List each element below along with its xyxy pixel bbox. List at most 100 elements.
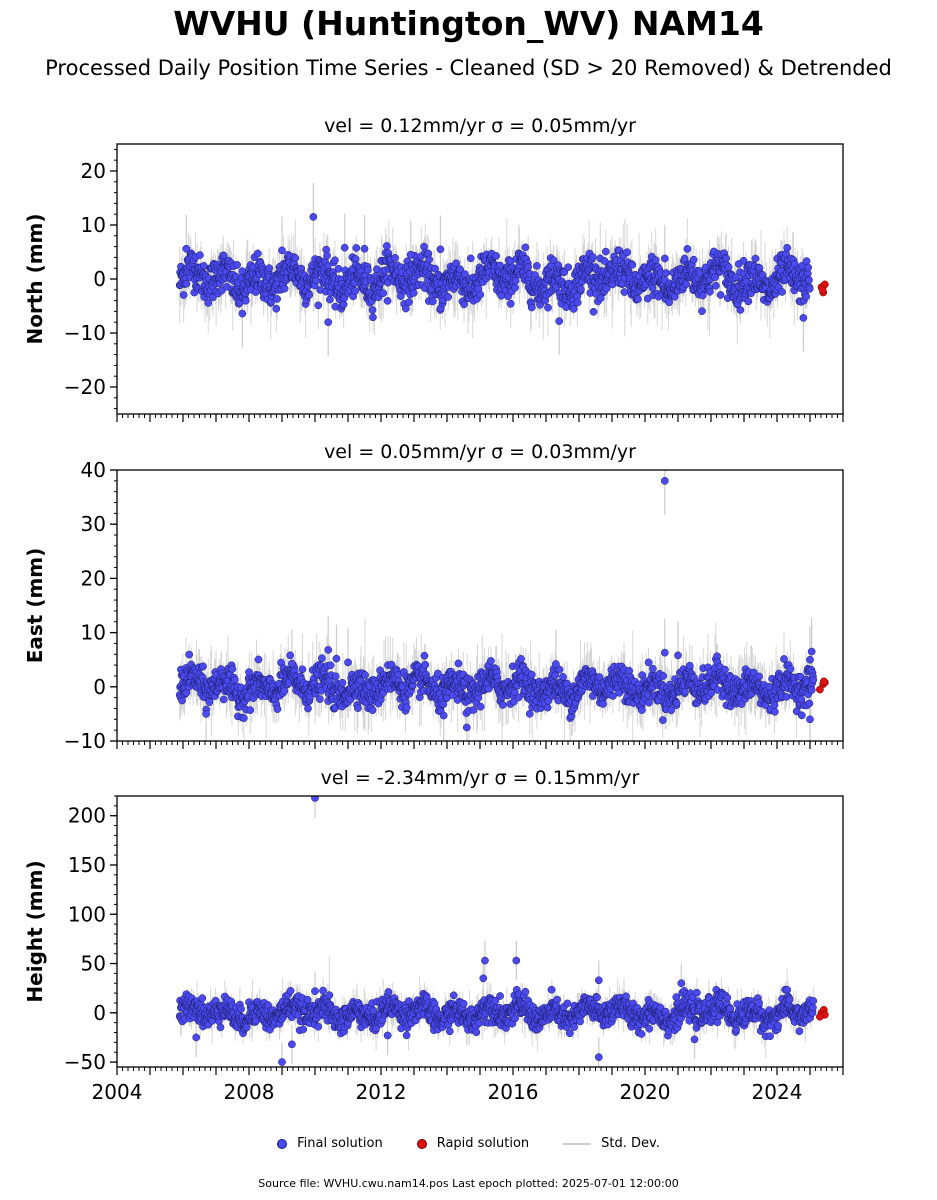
final-solution-point (316, 695, 324, 703)
final-solution-point (778, 288, 786, 296)
final-solution-point (456, 265, 464, 274)
final-solution-point (564, 263, 573, 272)
final-solution-point (721, 665, 729, 674)
final-solution-point (219, 695, 228, 704)
final-solution-point (724, 263, 733, 271)
final-solution-point (786, 664, 795, 673)
y-tick-label: 0 (93, 267, 106, 291)
final-solution-point (588, 253, 597, 261)
final-solution-point (402, 703, 411, 712)
final-solution-point (272, 304, 281, 313)
final-solution-point (460, 300, 468, 309)
final-solution-point (476, 290, 485, 299)
final-solution-point (799, 314, 808, 322)
figure-title: WVHU (Huntington_WV) NAM14 (173, 4, 764, 43)
final-solution-point (589, 307, 598, 316)
final-solution-point (685, 661, 694, 670)
final-solution-point (476, 702, 485, 711)
final-solution-point (644, 658, 653, 667)
final-solution-point (649, 664, 657, 673)
final-solution-point (428, 297, 437, 306)
final-solution-point (731, 273, 740, 282)
final-solution-point (521, 243, 530, 252)
final-solution-point (544, 303, 552, 312)
final-solution-point (318, 654, 326, 663)
final-solution-point (460, 270, 469, 278)
final-solution-point (351, 286, 359, 295)
final-solution-point (406, 250, 415, 259)
final-solution-point (363, 266, 372, 274)
final-solution-point (525, 709, 534, 718)
final-solution-point (323, 251, 331, 260)
final-solution-point (434, 669, 442, 678)
final-solution-point (452, 259, 460, 268)
final-solution-point (425, 255, 434, 264)
final-solution-point (573, 298, 582, 307)
final-solution-point (185, 650, 194, 659)
final-solution-point (771, 707, 779, 716)
final-solution-point (291, 254, 300, 262)
final-solution-point (711, 273, 719, 282)
final-solution-point (637, 706, 646, 714)
final-solution-point (326, 661, 335, 670)
final-solution-point (431, 264, 439, 273)
final-solution-point (273, 705, 282, 713)
final-solution-point (466, 254, 475, 263)
final-solution-point (804, 263, 813, 272)
final-solution-point (254, 655, 263, 664)
final-solution-point (805, 276, 813, 284)
final-solution-point (369, 313, 377, 322)
final-solution-point (549, 256, 558, 264)
final-solution-point (253, 249, 262, 258)
final-solution-point (672, 699, 681, 707)
final-solution-point (334, 264, 343, 273)
final-solution-point (592, 289, 600, 298)
final-solution-point (802, 257, 811, 265)
final-solution-point (770, 701, 779, 710)
final-solution-point (680, 254, 689, 263)
final-solution-point (436, 245, 445, 254)
final-solution-point (179, 291, 188, 299)
final-solution-point (569, 305, 578, 313)
final-solution-point (689, 255, 698, 264)
final-solution-point (559, 673, 567, 681)
panel-0: −20 −10 0 10 20 vel = 0.12mm/yr σ = 0.05mm/yr… (23, 115, 844, 422)
final-solution-point (620, 288, 629, 296)
final-solution-point (662, 269, 670, 277)
final-solution-point (228, 665, 237, 673)
final-solution-point (241, 296, 250, 305)
final-solution-point (648, 284, 657, 292)
final-solution-point (744, 297, 753, 306)
final-solution-point (712, 281, 720, 290)
final-solution-point (273, 295, 281, 303)
final-solution-point (182, 279, 191, 288)
rapid-solution-point (818, 285, 827, 294)
final-solution-point (555, 665, 564, 674)
final-solution-point (331, 672, 340, 681)
final-solution-point (339, 300, 348, 309)
final-solution-point (706, 287, 714, 296)
final-solution-point (511, 276, 520, 285)
final-solution-point (379, 289, 388, 298)
final-solution-point (524, 263, 533, 271)
final-solution-point (506, 299, 515, 308)
final-solution-point (230, 675, 239, 684)
final-solution-point (601, 247, 610, 256)
final-solution-point (280, 284, 289, 293)
final-solution-point (683, 245, 692, 253)
final-solution-point (595, 673, 604, 681)
panel-title: vel = 0.12mm/yr σ = 0.05mm/yr (324, 115, 636, 137)
y-tick-label: −20 (64, 375, 106, 399)
final-solution-point (498, 701, 507, 709)
final-solution-point (454, 659, 463, 668)
final-solution-point (682, 280, 691, 289)
final-solution-point (391, 254, 399, 262)
final-solution-point (780, 655, 788, 663)
final-solution-point (396, 292, 405, 300)
y-tick-label: −10 (64, 321, 106, 345)
final-solution-point (265, 264, 274, 272)
final-solution-point (660, 254, 669, 263)
final-solution-point (560, 268, 569, 277)
